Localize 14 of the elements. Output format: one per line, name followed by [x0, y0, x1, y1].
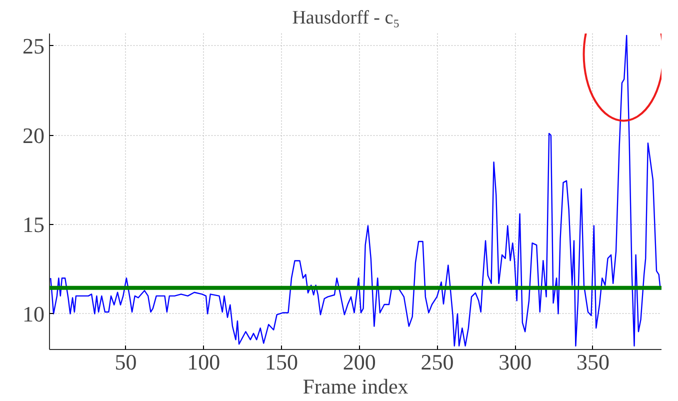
y-tick-label: 10	[22, 301, 44, 326]
y-tick-label: 20	[22, 122, 44, 148]
x-tick-label: 50	[114, 350, 137, 374]
x-tick-label: 350	[576, 350, 610, 374]
line-series	[50, 34, 662, 347]
x-tick-label: 150	[265, 350, 298, 374]
x-axis-title: Frame index	[302, 374, 409, 398]
x-tick-label: 100	[187, 350, 220, 374]
x-tick-label: 250	[420, 350, 454, 374]
x-tick-label: 300	[498, 350, 532, 374]
chart-title: Hausdorff - c₅	[292, 8, 400, 28]
x-tick-label: 200	[342, 350, 376, 374]
y-tick-label: 25	[22, 33, 44, 58]
y-tick-label: 15	[22, 212, 44, 238]
